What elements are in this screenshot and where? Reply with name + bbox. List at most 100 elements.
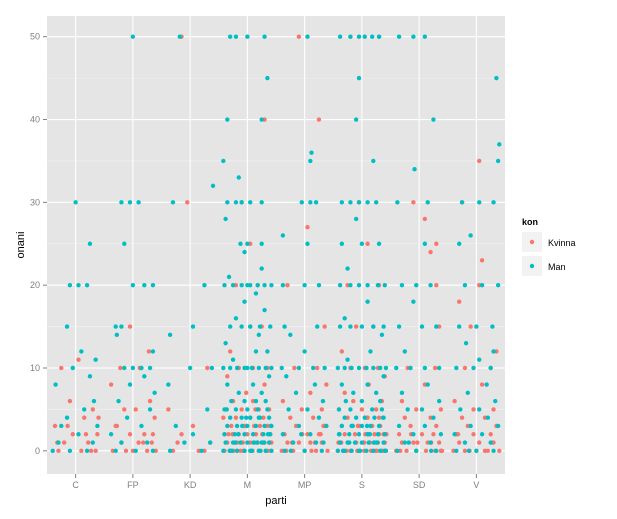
data-point-man [279,365,284,371]
data-point-man [251,440,256,445]
data-point-man [345,266,350,271]
data-point-man [369,407,375,412]
data-point-kvinna [136,440,141,445]
data-point-man [182,440,187,445]
data-point-man [91,398,97,404]
y-tick-label: 40 [30,115,40,125]
data-point-man [288,448,294,454]
data-point-kvinna [147,398,153,404]
legend-title: kon [522,217,538,227]
data-point-man [342,316,347,321]
data-point-kvinna [308,440,313,445]
data-point-man [402,440,408,445]
data-point-man [371,365,376,371]
data-point-man [222,282,227,288]
data-point-man [316,415,322,420]
data-point-man [142,282,147,288]
data-point-kvinna [316,117,322,122]
data-point-man [262,34,267,39]
data-point-man [236,175,241,180]
data-point-man [87,241,93,246]
data-point-man [405,407,410,412]
data-point-man [119,440,124,445]
data-point-kvinna [280,398,286,404]
data-point-kvinna [452,398,457,404]
data-point-man [493,398,498,404]
data-point-kvinna [133,407,138,412]
data-point-kvinna [315,365,320,371]
data-point-man [299,200,304,205]
data-point-man [356,200,362,205]
data-point-kvinna [352,432,358,437]
data-point-kvinna [396,432,402,437]
data-point-man [233,34,239,39]
data-point-man [479,282,485,288]
data-point-man [411,299,416,304]
data-point-man [167,332,173,338]
data-point-kvinna [468,324,473,329]
x-tick-label: KD [184,480,197,490]
data-point-man [406,440,412,445]
data-point-kvinna [482,448,488,454]
data-point-man [349,448,354,454]
data-point-man [225,200,230,205]
data-point-man [381,440,386,445]
data-point-man [127,200,133,205]
data-point-man [463,340,469,346]
data-point-man [253,423,259,429]
data-point-man [147,407,153,412]
data-point-man [340,448,346,454]
data-point-man [321,440,326,445]
data-point-man [428,440,433,445]
data-point-man [113,324,118,329]
data-point-man [245,423,250,429]
data-point-man [50,448,55,454]
data-point-man [205,407,210,412]
data-point-kvinna [438,407,444,412]
data-point-man [280,282,286,288]
data-point-man [239,324,244,329]
data-point-kvinna [127,432,133,437]
data-point-man [356,432,362,437]
data-point-man [383,365,389,371]
data-point-kvinna [373,407,379,412]
data-point-man [371,158,376,164]
data-point-man [223,216,228,222]
data-point-man [56,440,61,445]
data-point-man [488,365,493,371]
data-point-kvinna [324,382,329,387]
data-point-man [248,448,253,454]
data-point-man [357,448,363,454]
data-point-man [377,365,383,371]
data-point-man [495,282,501,288]
y-axis-ticks: 0 10 20 30 40 50 [30,32,47,456]
data-point-man [359,324,365,329]
data-point-kvinna [261,415,266,420]
legend: kon Kvinna Man [522,217,576,276]
data-point-man [76,282,81,288]
data-point-man [239,200,244,205]
data-point-man [202,282,207,288]
data-point-man [245,440,250,445]
data-point-man [262,282,267,288]
data-point-man [477,200,482,205]
data-point-man [59,423,64,429]
data-point-man [253,291,259,296]
data-point-man [170,200,176,205]
data-point-man [436,398,442,404]
data-point-man [240,423,245,429]
data-point-kvinna [296,34,302,39]
data-point-kvinna [471,407,476,412]
data-point-man [230,282,236,288]
data-point-man [399,282,405,288]
data-point-man [236,390,241,396]
data-point-man [268,324,273,329]
data-point-kvinna [372,432,377,437]
data-point-man [84,448,90,454]
data-point-man [335,448,341,454]
data-point-kvinna [457,299,462,304]
data-point-man [230,357,236,362]
data-point-kvinna [149,440,154,445]
data-point-kvinna [65,423,70,429]
data-point-man [348,34,353,39]
